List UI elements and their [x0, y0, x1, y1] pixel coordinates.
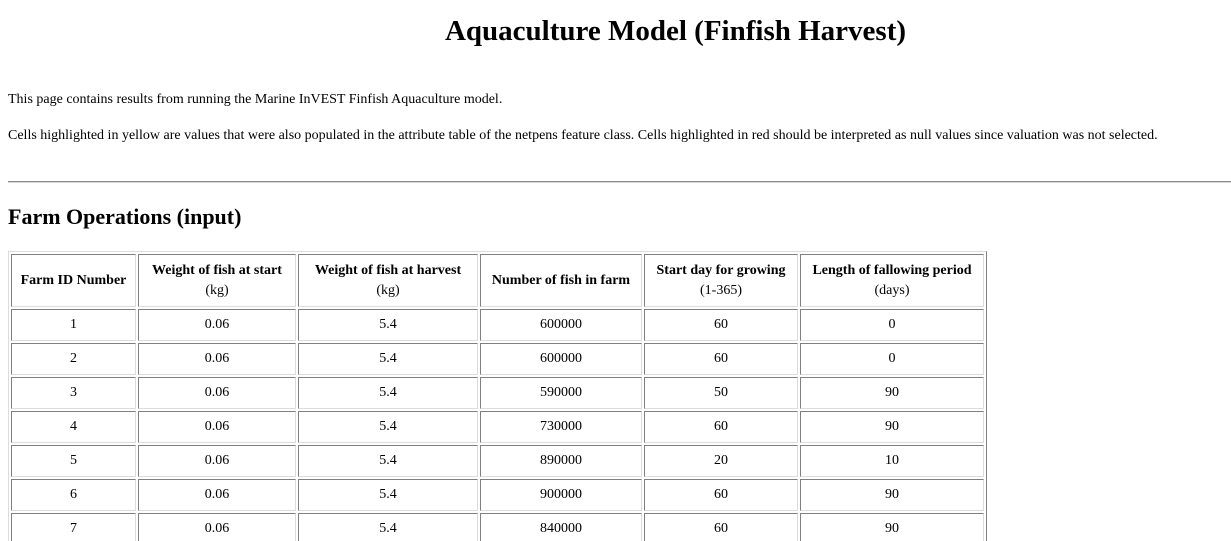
cell-farm-id: 6	[11, 479, 136, 511]
page-title: Aquaculture Model (Finfish Harvest)	[444, 15, 907, 47]
column-header-fish-count: Number of fish in farm	[480, 254, 642, 307]
table-row: 7 0.06 5.4 840000 60 90	[11, 513, 984, 541]
cell-fish-count: 600000	[480, 343, 642, 375]
column-header-fallowing-period: Length of fallowing period (days)	[800, 254, 984, 307]
cell-fallowing-period: 0	[800, 309, 984, 341]
table-row: 5 0.06 5.4 890000 20 10	[11, 445, 984, 477]
section-heading: Farm Operations (input)	[8, 204, 242, 229]
cell-start-day: 50	[644, 377, 798, 409]
table-row: 2 0.06 5.4 600000 60 0	[11, 343, 984, 375]
cell-fish-count: 900000	[480, 479, 642, 511]
cell-weight-start: 0.06	[138, 513, 296, 541]
column-header-farm-id: Farm ID Number	[11, 254, 136, 307]
cell-weight-harvest: 5.4	[298, 513, 478, 541]
cell-fallowing-period: 90	[800, 513, 984, 541]
cell-farm-id: 3	[11, 377, 136, 409]
cell-fish-count: 890000	[480, 445, 642, 477]
column-header-label: Number of fish in farm	[491, 272, 631, 288]
cell-farm-id: 1	[11, 309, 136, 341]
cell-weight-start: 0.06	[138, 445, 296, 477]
table-row: 6 0.06 5.4 900000 60 90	[11, 479, 984, 511]
column-header-label: Start day for growing	[656, 262, 786, 278]
column-header-label: Weight of fish at start	[152, 262, 282, 278]
column-header-label: Farm ID Number	[20, 272, 127, 288]
cell-farm-id: 4	[11, 411, 136, 443]
table-header-row: Farm ID Number Weight of fish at start (…	[11, 254, 984, 307]
column-header-unit: (kg)	[205, 282, 229, 298]
cell-weight-start: 0.06	[138, 309, 296, 341]
cell-fallowing-period: 90	[800, 377, 984, 409]
column-header-unit: (1-365)	[700, 282, 742, 298]
cell-fish-count: 600000	[480, 309, 642, 341]
cell-start-day: 60	[644, 309, 798, 341]
cell-weight-harvest: 5.4	[298, 411, 478, 443]
cell-fallowing-period: 90	[800, 411, 984, 443]
intro-paragraph: This page contains results from running …	[8, 92, 503, 107]
cell-start-day: 60	[644, 513, 798, 541]
cell-fallowing-period: 0	[800, 343, 984, 375]
cell-fish-count: 730000	[480, 411, 642, 443]
cell-weight-start: 0.06	[138, 479, 296, 511]
column-header-start-day: Start day for growing (1-365)	[644, 254, 798, 307]
cell-farm-id: 5	[11, 445, 136, 477]
cell-fallowing-period: 90	[800, 479, 984, 511]
cell-start-day: 60	[644, 479, 798, 511]
horizontal-rule	[8, 181, 1231, 183]
cell-weight-harvest: 5.4	[298, 377, 478, 409]
table-row: 4 0.06 5.4 730000 60 90	[11, 411, 984, 443]
cell-weight-harvest: 5.4	[298, 309, 478, 341]
table-row: 1 0.06 5.4 600000 60 0	[11, 309, 984, 341]
table-row: 3 0.06 5.4 590000 50 90	[11, 377, 984, 409]
cell-farm-id: 7	[11, 513, 136, 541]
farm-operations-table: Farm ID Number Weight of fish at start (…	[8, 251, 987, 541]
cell-weight-start: 0.06	[138, 411, 296, 443]
column-header-unit: (kg)	[376, 282, 400, 298]
cell-fish-count: 840000	[480, 513, 642, 541]
column-header-label: Length of fallowing period	[812, 262, 972, 278]
column-header-unit: (days)	[874, 282, 910, 298]
column-header-weight-harvest: Weight of fish at harvest (kg)	[298, 254, 478, 307]
cell-start-day: 60	[644, 343, 798, 375]
cell-fish-count: 590000	[480, 377, 642, 409]
cell-weight-start: 0.06	[138, 343, 296, 375]
column-header-weight-start: Weight of fish at start (kg)	[138, 254, 296, 307]
cell-fallowing-period: 10	[800, 445, 984, 477]
cell-farm-id: 2	[11, 343, 136, 375]
cell-weight-start: 0.06	[138, 377, 296, 409]
column-header-label: Weight of fish at harvest	[314, 262, 462, 278]
highlight-note-paragraph: Cells highlighted in yellow are values t…	[8, 128, 1158, 143]
cell-weight-harvest: 5.4	[298, 445, 478, 477]
cell-start-day: 20	[644, 445, 798, 477]
cell-weight-harvest: 5.4	[298, 479, 478, 511]
cell-weight-harvest: 5.4	[298, 343, 478, 375]
cell-start-day: 60	[644, 411, 798, 443]
